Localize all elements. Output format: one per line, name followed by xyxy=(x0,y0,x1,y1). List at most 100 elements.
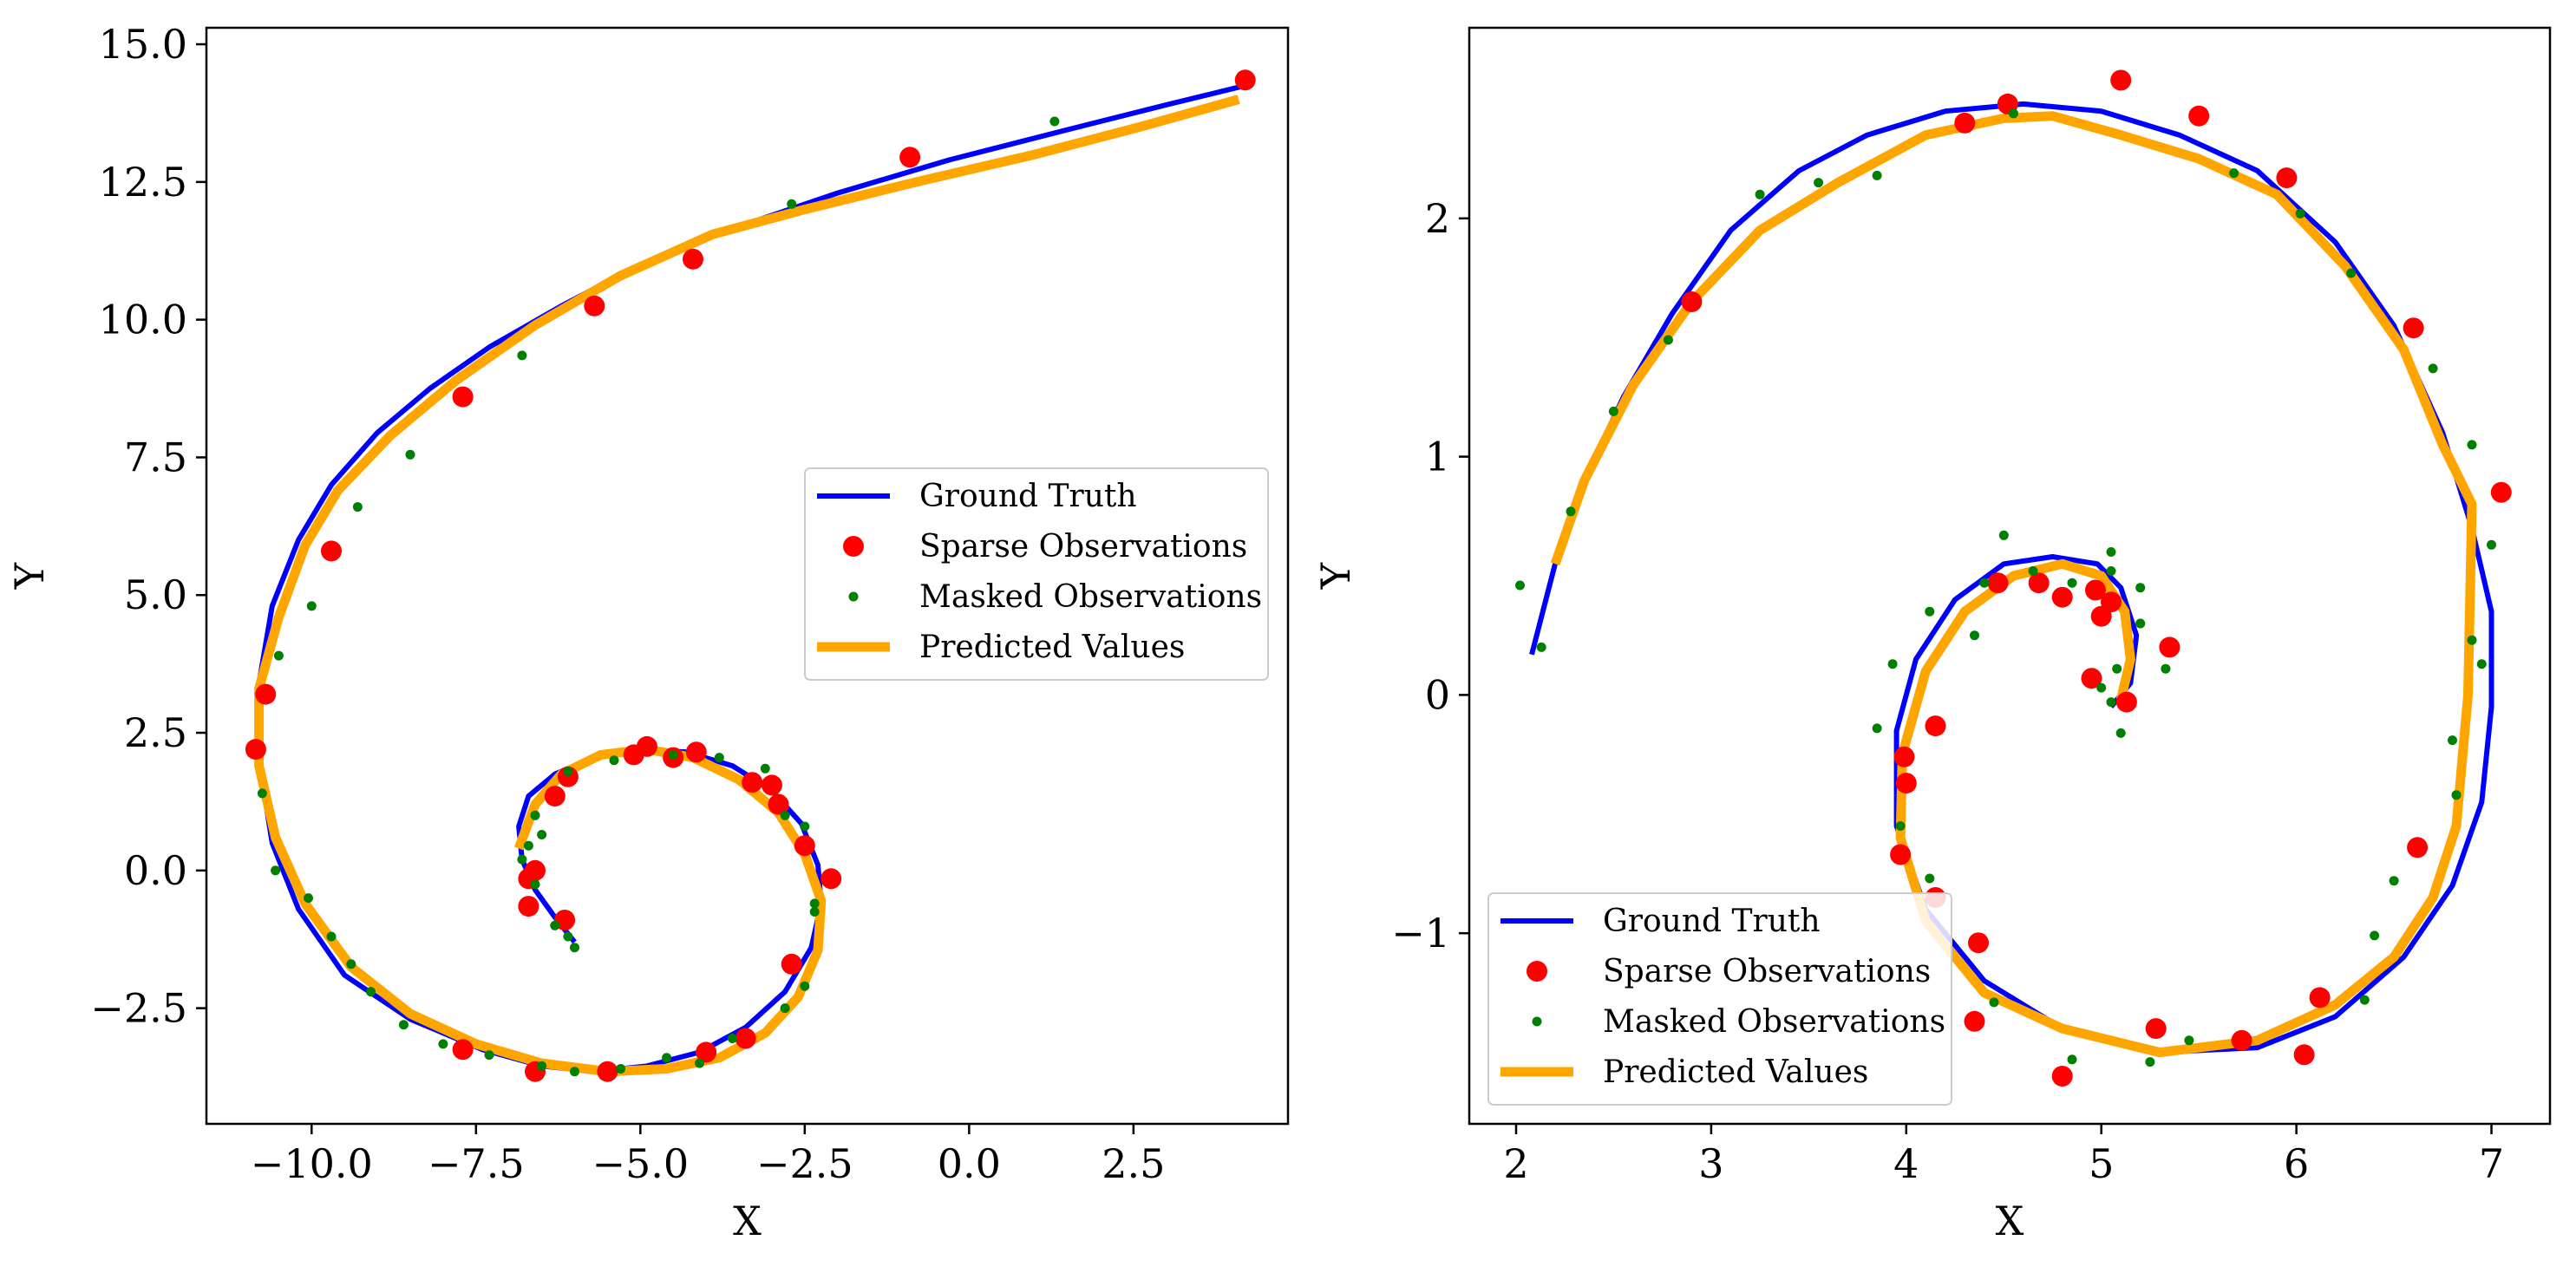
sparse-observations-point xyxy=(1925,715,1946,737)
masked-observations-point xyxy=(2145,1057,2155,1067)
masked-observations-point xyxy=(2135,583,2146,593)
masked-observations-point xyxy=(366,987,376,997)
x-tick-label: 2 xyxy=(1503,1140,1528,1187)
y-tick-label: 0 xyxy=(1425,671,1450,718)
y-tick-label: −2.5 xyxy=(90,985,187,1032)
sparse-observations-point xyxy=(735,1028,756,1049)
legend-marker-masked-observations xyxy=(1532,1016,1542,1027)
y-tick-label: 15.0 xyxy=(99,21,187,68)
masked-observations-point xyxy=(2135,618,2146,629)
legend-label-ground-truth: Ground Truth xyxy=(919,479,1137,514)
masked-observations-point xyxy=(695,1058,704,1068)
x-tick-label: 7 xyxy=(2479,1140,2504,1187)
sparse-observations-point xyxy=(2110,69,2132,91)
sparse-observations-point xyxy=(683,248,703,270)
y-tick-label: 2.5 xyxy=(124,709,187,756)
sparse-observations-point xyxy=(2115,691,2137,713)
masked-observations-point xyxy=(2448,735,2457,746)
masked-observations-point xyxy=(1566,506,1576,517)
ground-truth-line xyxy=(1529,101,2494,1055)
masked-observations-point xyxy=(273,650,284,661)
legend-marker-masked-observations xyxy=(848,591,859,602)
sparse-observations-point xyxy=(768,793,789,815)
x-tick-label: 5 xyxy=(2089,1140,2114,1187)
masked-observations-point xyxy=(2161,663,2171,674)
masked-observations-point xyxy=(662,1053,672,1063)
x-tick-label: 6 xyxy=(2284,1140,2309,1187)
masked-observations-point xyxy=(1755,189,1765,199)
masked-observations-point xyxy=(398,1020,409,1030)
sparse-observations-point xyxy=(1890,844,1912,865)
y-tick-label: 7.5 xyxy=(124,434,187,480)
legend: Ground Truth Sparse Observations Masked Ob… xyxy=(804,467,1269,681)
y-tick-label: −1 xyxy=(1391,910,1450,956)
x-tick-label: −2.5 xyxy=(756,1140,853,1187)
masked-observations-point xyxy=(537,830,547,839)
masked-observations-point xyxy=(2106,547,2116,557)
sparse-observations-point xyxy=(2490,481,2512,503)
x-tick-label: 3 xyxy=(1698,1140,1723,1187)
x-tick-label: 4 xyxy=(1893,1140,1919,1187)
masked-observations-point xyxy=(2467,635,2477,645)
masked-observations-point xyxy=(1979,578,1990,588)
masked-observations-point xyxy=(787,199,797,209)
sparse-observations-point xyxy=(518,896,539,917)
sparse-observations-point xyxy=(685,741,707,763)
masked-observations-point xyxy=(2346,268,2357,278)
masked-observations-point xyxy=(2112,663,2122,674)
y-tick-label: 10.0 xyxy=(99,297,187,343)
masked-observations-point xyxy=(1925,873,1935,884)
masked-observations-point xyxy=(304,893,313,904)
masked-observations-point xyxy=(570,943,579,953)
chart-panel-2: 2 3 4 5 6 7 −1 0 1 2 X Y Ground Truth Sparse Observat… xyxy=(1312,26,2552,1244)
masked-observations-point xyxy=(306,601,317,611)
sparse-observations-point xyxy=(1895,773,1917,794)
sparse-observations-point xyxy=(2145,1018,2167,1040)
sparse-observations-point xyxy=(794,835,815,857)
masked-observations-point xyxy=(809,898,820,909)
x-tick-label: 2.5 xyxy=(1102,1140,1165,1187)
sparse-observations-point xyxy=(2276,167,2298,189)
masked-observations-point xyxy=(2028,566,2038,576)
x-axis-label: X xyxy=(733,1198,762,1244)
masked-observations-point xyxy=(809,907,820,917)
masked-observations-point xyxy=(714,753,724,763)
plot-area xyxy=(1515,69,2512,1087)
masked-observations-point xyxy=(2067,578,2077,588)
sparse-observations-point xyxy=(1234,69,1256,91)
sparse-observations-point xyxy=(899,147,921,168)
y-tick-label: 2 xyxy=(1425,195,1450,242)
sparse-observations-point xyxy=(761,774,782,796)
legend-label-sparse-observations: Sparse Observations xyxy=(919,529,1247,565)
sparse-observations-point xyxy=(2090,605,2112,627)
sparse-observations-point xyxy=(321,540,342,562)
masked-observations-point xyxy=(570,1067,579,1077)
masked-observations-point xyxy=(517,350,527,361)
legend-label-predicted-values: Predicted Values xyxy=(919,630,1185,665)
masked-observations-point xyxy=(668,749,678,760)
sparse-observations-point xyxy=(2085,579,2106,601)
masked-observations-point xyxy=(2389,876,2399,886)
masked-observations-point xyxy=(1536,642,1546,652)
sparse-observations-point xyxy=(821,868,842,890)
sparse-observations-point xyxy=(2081,668,2102,689)
sparse-observations-point xyxy=(2407,837,2429,858)
masked-observations-point xyxy=(2229,168,2239,179)
sparse-observations-point xyxy=(245,739,266,761)
masked-observations-point xyxy=(800,821,810,832)
masked-observations-point xyxy=(1515,580,1525,591)
masked-observations-point xyxy=(257,788,267,799)
x-tick-label: −7.5 xyxy=(428,1140,525,1187)
sparse-observations-point xyxy=(1893,746,1915,767)
masked-observations-point xyxy=(1998,530,2009,540)
chart-panel-1: −10.0 −7.5 −5.0 −2.5 0.0 2.5 −2.5 0.0 2.5 5.0 7.5 1… xyxy=(6,21,1290,1244)
y-tick-label: 0.0 xyxy=(124,847,187,894)
masked-observations-point xyxy=(2115,728,2126,738)
sparse-observations-point xyxy=(696,1041,717,1063)
masked-observations-point xyxy=(2295,208,2305,219)
x-tick-label: −5.0 xyxy=(592,1140,689,1187)
masked-observations-point xyxy=(2106,566,2116,576)
y-tick-label: 5.0 xyxy=(124,571,187,618)
sparse-observations-point xyxy=(2051,586,2073,608)
legend-label-masked-observations: Masked Observations xyxy=(1603,1004,1945,1040)
